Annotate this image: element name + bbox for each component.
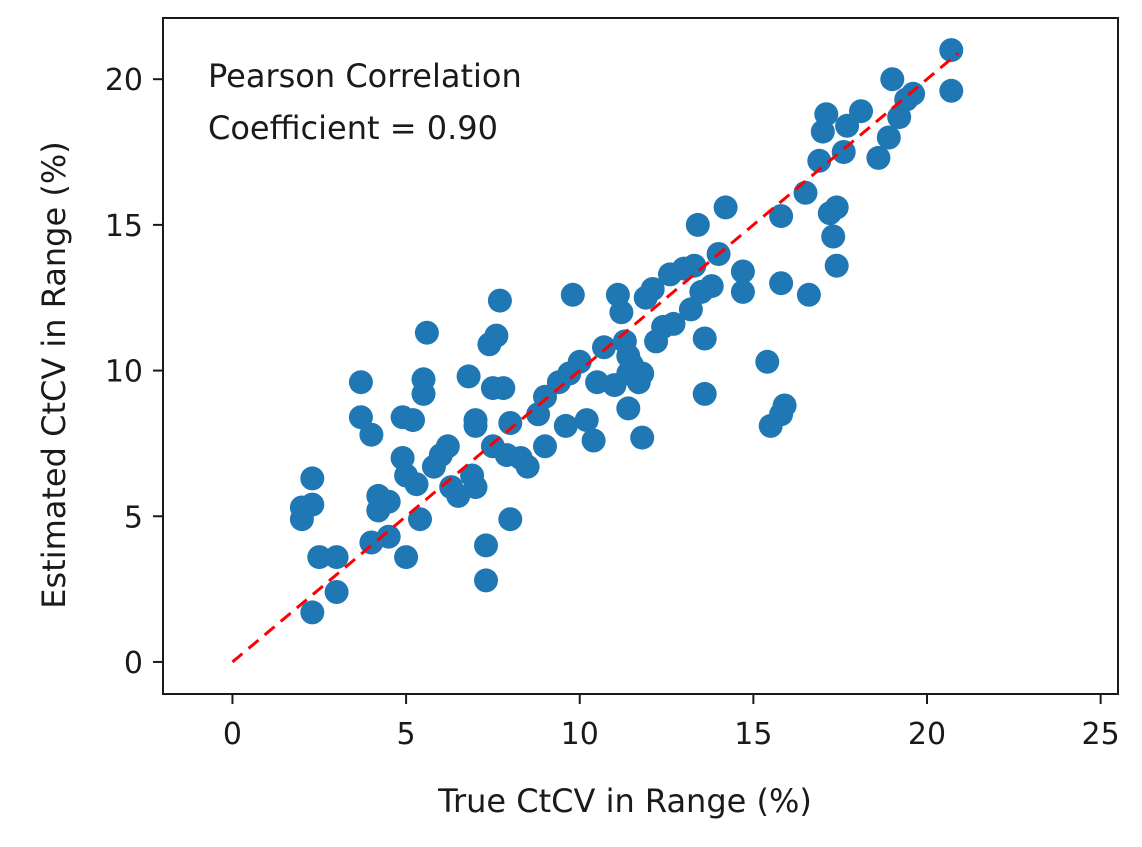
x-tick-label: 25 <box>1082 717 1120 752</box>
scatter-point <box>692 326 717 351</box>
scatter-point <box>939 78 964 103</box>
scatter-point <box>435 434 460 459</box>
scatter-point <box>769 271 794 296</box>
x-tick-label: 5 <box>397 717 416 752</box>
scatter-point <box>324 545 349 570</box>
scatter-point <box>713 195 738 220</box>
annotation-line-2: Coefficient = 0.90 <box>208 109 498 147</box>
scatter-point <box>730 279 755 304</box>
scatter-point <box>560 282 585 307</box>
scatter-point <box>796 282 821 307</box>
scatter-point <box>661 311 686 336</box>
scatter-point <box>307 545 332 570</box>
y-tick-label: 15 <box>105 209 143 244</box>
scatter-point <box>359 422 384 447</box>
scatter-point <box>630 425 655 450</box>
scatter-point <box>408 507 432 532</box>
scatter-point <box>498 411 523 435</box>
scatter-point <box>324 580 349 604</box>
scatter-point <box>553 413 578 438</box>
scatter-point <box>682 253 707 278</box>
x-axis-ticks: 0 5 10 15 20 25 <box>223 694 1120 752</box>
scatter-point <box>348 405 373 430</box>
scatter-point <box>939 38 964 63</box>
scatter-point <box>414 320 439 345</box>
y-axis-ticks: 0 5 10 15 20 <box>105 63 163 681</box>
scatter-point <box>491 376 516 401</box>
scatter-point <box>807 148 832 173</box>
scatter-point <box>567 349 592 374</box>
scatter-point <box>484 323 509 348</box>
scatter-point <box>474 568 498 593</box>
y-tick-label: 0 <box>124 646 143 681</box>
scatter-point <box>824 253 849 278</box>
x-axis-label: True CtCV in Range (%) <box>437 782 812 820</box>
x-tick-label: 20 <box>908 717 946 752</box>
scatter-point <box>574 408 599 433</box>
scatter-point <box>866 145 891 170</box>
x-tick-label: 10 <box>561 717 599 752</box>
scatter-point <box>769 204 794 229</box>
y-tick-label: 20 <box>105 63 143 98</box>
scatter-point <box>515 454 540 479</box>
scatter-point <box>849 99 873 124</box>
scatter-point <box>376 524 401 549</box>
scatter-point <box>300 600 325 625</box>
scatter-point <box>456 364 481 389</box>
scatter-point <box>880 67 905 92</box>
scatter-point <box>592 335 616 360</box>
scatter-point <box>824 195 849 220</box>
scatter-point <box>474 533 498 558</box>
scatter-point <box>411 381 436 406</box>
annotation-line-1: Pearson Correlation <box>208 57 522 95</box>
scatter-point <box>463 475 488 500</box>
scatter-point <box>616 396 641 421</box>
y-axis-label: Estimated CtCV in Range (%) <box>35 141 73 608</box>
scatter-point <box>533 434 557 459</box>
scatter-point <box>692 381 717 406</box>
scatter-point <box>401 408 425 433</box>
x-tick-label: 0 <box>223 717 242 752</box>
scatter-point <box>394 545 419 570</box>
scatter-point <box>300 466 325 491</box>
scatter-point <box>678 297 703 322</box>
y-tick-label: 5 <box>124 500 143 535</box>
reference-line <box>231 51 960 664</box>
scatter-point <box>699 274 724 299</box>
plot-frame <box>162 17 1119 695</box>
scatter-points-layer <box>289 38 964 625</box>
scatter-point <box>498 507 523 532</box>
scatter-point <box>901 81 926 106</box>
y-tick-label: 10 <box>105 355 143 390</box>
scatter-point <box>772 393 797 418</box>
scatter-point <box>609 300 634 325</box>
scatter-point <box>814 102 839 127</box>
scatter-point <box>821 224 846 249</box>
scatter-point <box>376 489 401 514</box>
scatter-point <box>755 349 780 374</box>
scatter-point <box>300 492 325 517</box>
x-tick-label: 15 <box>734 717 772 752</box>
scatter-point <box>630 361 655 386</box>
scatter-point <box>348 370 373 395</box>
scatter-point <box>487 288 512 313</box>
scatter-point <box>793 180 818 205</box>
scatter-point <box>463 413 488 438</box>
scatter-point <box>640 277 665 301</box>
scatter-point <box>876 125 901 150</box>
scatter-point <box>404 472 429 497</box>
scatter-point <box>685 212 710 237</box>
scatter-point <box>581 428 606 453</box>
scatter-point <box>730 259 755 284</box>
